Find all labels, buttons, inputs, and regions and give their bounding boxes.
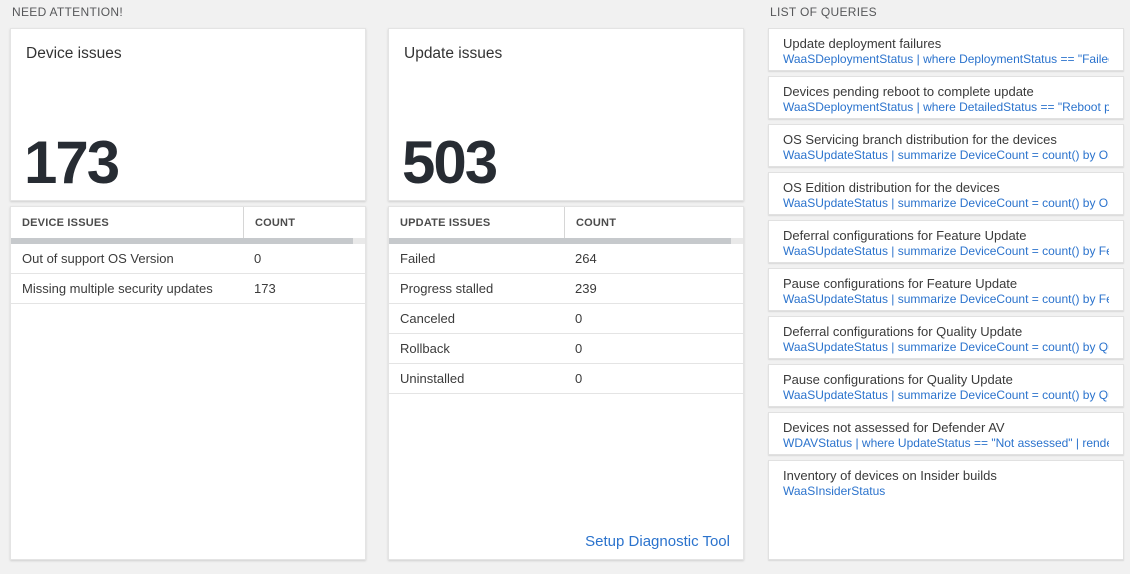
query-title: Pause configurations for Quality Update [783,372,1013,387]
query-code: WaaSUpdateStatus | summarize DeviceCount… [783,196,1109,210]
table-row[interactable]: Missing multiple security updates 173 [11,274,365,304]
update-issues-tile[interactable]: Update issues 503 [388,28,744,201]
need-attention-section-label: NEED ATTENTION! [12,5,123,19]
query-list-item[interactable]: Devices not assessed for Defender AV WDA… [768,412,1124,455]
device-issues-column-header: DEVICE ISSUES [22,216,109,229]
query-code: WaaSUpdateStatus | summarize DeviceCount… [783,244,1109,258]
query-title: Update deployment failures [783,36,942,51]
row-count: 0 [575,371,583,386]
scrollbar-thumb[interactable] [389,238,731,244]
query-code: WaaSUpdateStatus | summarize DeviceCount… [783,340,1109,354]
query-code: WDAVStatus | where UpdateStatus == "Not … [783,436,1109,450]
horizontal-scrollbar[interactable] [11,238,365,244]
query-code: WaaSDeploymentStatus | where DetailedSta… [783,100,1109,114]
query-title: OS Servicing branch distribution for the… [783,132,1057,147]
query-title: Devices not assessed for Defender AV [783,420,1005,435]
list-of-queries-section-label: LIST OF QUERIES [770,5,877,19]
query-list-item[interactable]: OS Edition distribution for the devices … [768,172,1124,215]
update-issues-column-header: UPDATE ISSUES [400,216,491,229]
table-row[interactable]: Failed 264 [389,244,743,274]
table-row[interactable]: Rollback 0 [389,334,743,364]
update-issues-count: 503 [402,129,498,196]
query-title: OS Edition distribution for the devices [783,180,1000,195]
row-count: 264 [575,251,597,266]
query-list-item[interactable]: Devices pending reboot to complete updat… [768,76,1124,119]
row-label: Uninstalled [400,371,465,386]
device-issues-rows: Out of support OS Version 0 Missing mult… [11,244,365,304]
query-code: WaaSUpdateStatus | summarize DeviceCount… [783,292,1109,306]
row-count: 0 [575,341,583,356]
setup-diagnostic-tool-link[interactable]: Setup Diagnostic Tool [585,533,730,550]
horizontal-scrollbar[interactable] [389,238,743,244]
row-label: Failed [400,251,436,266]
query-title: Deferral configurations for Feature Upda… [783,228,1027,243]
query-code: WaaSDeploymentStatus | where DeploymentS… [783,52,1109,66]
count-column-header: COUNT [243,207,365,238]
query-title: Devices pending reboot to complete updat… [783,84,1034,99]
query-list-item[interactable]: Pause configurations for Feature Update … [768,268,1124,311]
row-count: 239 [575,281,597,296]
query-list-item[interactable]: Inventory of devices on Insider builds W… [768,460,1124,560]
count-column-header: COUNT [564,207,743,238]
device-issues-tile[interactable]: Device issues 173 [10,28,366,201]
query-list: Update deployment failures WaaSDeploymen… [768,28,1124,560]
query-code: WaaSUpdateStatus | summarize DeviceCount… [783,388,1109,402]
table-row[interactable]: Out of support OS Version 0 [11,244,365,274]
device-issues-count: 173 [24,129,120,196]
row-count: 0 [575,311,583,326]
table-row[interactable]: Progress stalled 239 [389,274,743,304]
query-list-item[interactable]: Deferral configurations for Feature Upda… [768,220,1124,263]
row-count: 173 [254,281,276,296]
scrollbar-thumb[interactable] [11,238,353,244]
device-issues-table: DEVICE ISSUES COUNT Out of support OS Ve… [10,206,366,560]
query-list-item[interactable]: Update deployment failures WaaSDeploymen… [768,28,1124,71]
update-issues-table: UPDATE ISSUES COUNT Failed 264 Progress … [388,206,744,560]
query-list-item[interactable]: Deferral configurations for Quality Upda… [768,316,1124,359]
table-row[interactable]: Canceled 0 [389,304,743,334]
table-row[interactable]: Uninstalled 0 [389,364,743,394]
update-issues-table-header: UPDATE ISSUES COUNT [389,207,743,238]
row-label: Canceled [400,311,455,326]
query-code: WaaSInsiderStatus [783,484,886,498]
query-code: WaaSUpdateStatus | summarize DeviceCount… [783,148,1109,162]
update-issues-rows: Failed 264 Progress stalled 239 Canceled… [389,244,743,394]
device-issues-table-header: DEVICE ISSUES COUNT [11,207,365,238]
query-title: Pause configurations for Feature Update [783,276,1018,291]
update-issues-title: Update issues [404,45,503,62]
device-issues-title: Device issues [26,45,122,62]
query-title: Deferral configurations for Quality Upda… [783,324,1023,339]
query-title: Inventory of devices on Insider builds [783,468,997,483]
row-label: Rollback [400,341,450,356]
query-list-item[interactable]: OS Servicing branch distribution for the… [768,124,1124,167]
query-list-item[interactable]: Pause configurations for Quality Update … [768,364,1124,407]
row-label: Missing multiple security updates [22,281,213,296]
row-label: Out of support OS Version [22,251,174,266]
row-count: 0 [254,251,262,266]
row-label: Progress stalled [400,281,494,296]
